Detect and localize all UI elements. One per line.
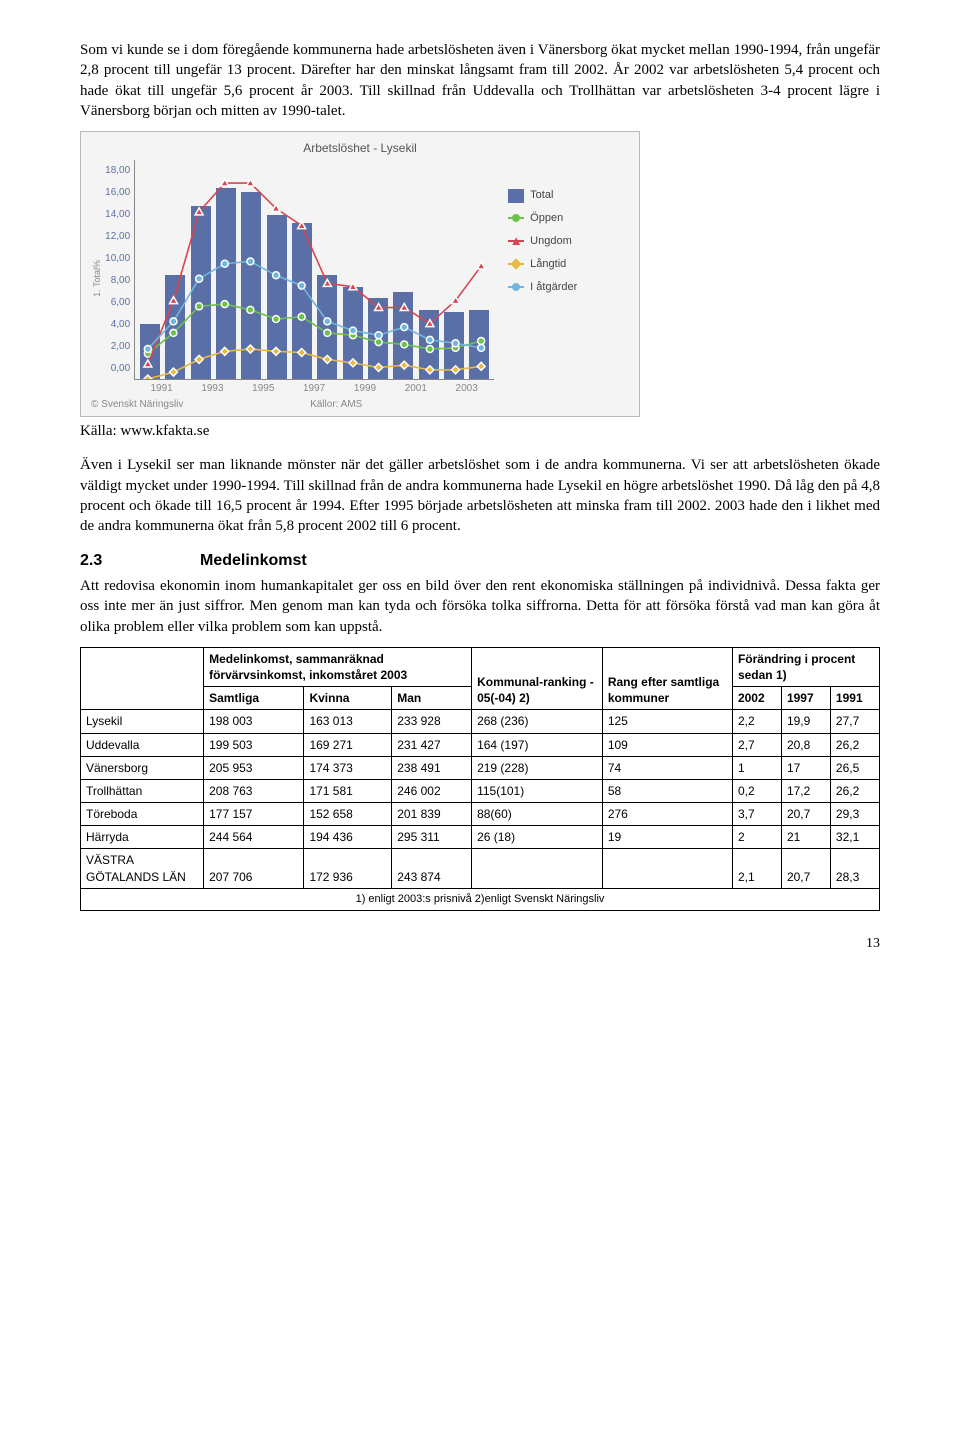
analysis-paragraph: Även i Lysekil ser man liknande mönster … [80, 455, 880, 536]
legend-item: Öppen [508, 211, 577, 226]
section-intro-paragraph: Att redovisa ekonomin inom humankapitale… [80, 576, 880, 637]
table-row: Uddevalla199 503169 271231 427164 (197)1… [81, 733, 880, 756]
chart-xaxis: 1991199319951997199920012003 [134, 382, 494, 396]
table-row: Härryda244 564194 436295 31126 (18)19221… [81, 826, 880, 849]
income-table: Medelinkomst, sammanräknad förvärvsinkom… [80, 647, 880, 911]
chart-plot [134, 160, 494, 380]
legend-item: Långtid [508, 257, 577, 272]
intro-paragraph: Som vi kunde se i dom föregående kommune… [80, 40, 880, 121]
legend-item: Ungdom [508, 234, 577, 249]
chart-legend: Total Öppen Ungdom Långtid I åtgärder [508, 180, 577, 302]
source-caption: Källa: www.kfakta.se [80, 421, 880, 441]
table-row: Töreboda177 157152 658201 83988(60)2763,… [81, 803, 880, 826]
table-footnote: 1) enligt 2003:s prisnivå 2)enligt Svens… [81, 888, 880, 910]
table-row: Trollhättan208 763171 581246 002115(101)… [81, 779, 880, 802]
legend-item: Total [508, 188, 577, 203]
table-row: Lysekil198 003163 013233 928268 (236)125… [81, 710, 880, 733]
unemployment-chart: Arbetslöshet - Lysekil 1. Total% 18,0016… [80, 131, 640, 417]
chart-source: Källor: AMS [310, 398, 362, 412]
chart-ylabel: 1. Total% [91, 260, 103, 297]
section-title: Medelinkomst [200, 550, 307, 572]
chart-yaxis: 18,0016,0014,0012,0010,008,006,004,002,0… [105, 160, 134, 380]
chart-copyright: © Svenskt Näringsliv [91, 398, 183, 412]
section-number: 2.3 [80, 550, 200, 572]
table-row: Vänersborg205 953174 373238 491219 (228)… [81, 756, 880, 779]
chart-title: Arbetslöshet - Lysekil [91, 140, 629, 156]
legend-item: I åtgärder [508, 280, 577, 295]
section-heading: 2.3 Medelinkomst [80, 550, 880, 572]
page-number: 13 [80, 935, 880, 954]
table-row: VÄSTRA GÖTALANDS LÄN207 706172 936243 87… [81, 849, 880, 888]
